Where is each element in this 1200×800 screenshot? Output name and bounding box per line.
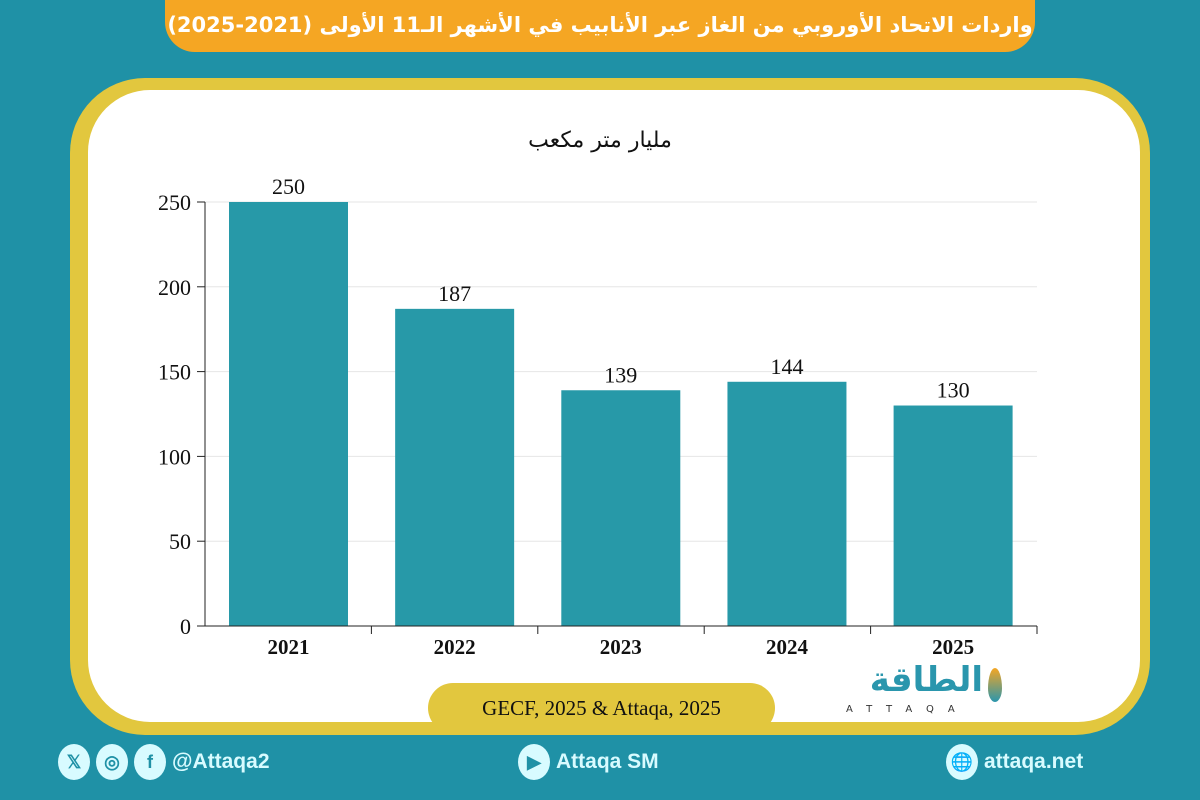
instagram-icon[interactable]: ◎ (96, 744, 128, 780)
x-tick-label: 2024 (766, 635, 809, 659)
logo-latin: ATTAQA (846, 704, 969, 715)
bar-2024 (727, 381, 847, 626)
y-tick-label: 150 (158, 360, 191, 385)
youtube-icon[interactable]: ▶ (518, 744, 550, 780)
social-handle[interactable]: @Attaqa2 (172, 750, 270, 773)
chart-title: واردات الاتحاد الأوروبي من الغاز عبر الأ… (167, 13, 1033, 37)
attaqa-logo: الطاقة ATTAQA (838, 660, 1008, 720)
social-links: 𝕏 ◎ f @Attaqa2 (58, 742, 270, 782)
y-tick-label: 0 (180, 614, 191, 639)
y-tick-label: 50 (169, 529, 191, 554)
y-unit-label: مليار متر مكعب (528, 128, 672, 153)
website-text[interactable]: attaqa.net (984, 750, 1084, 773)
y-tick-label: 200 (158, 275, 191, 300)
data-label: 130 (937, 378, 970, 403)
x-icon[interactable]: 𝕏 (58, 744, 90, 780)
x-tick-label: 2025 (932, 635, 974, 659)
source-label: GECF, 2025 & Attaqa, 2025 (428, 683, 775, 733)
bar-2025 (893, 405, 1013, 626)
data-label: 139 (604, 362, 637, 387)
y-tick-label: 250 (158, 190, 191, 215)
data-label: 187 (438, 281, 471, 306)
bar-2023 (561, 390, 681, 626)
data-label: 144 (770, 354, 803, 379)
data-label: 250 (272, 174, 305, 199)
drop-icon (988, 668, 1002, 702)
x-tick-label: 2022 (434, 635, 476, 659)
youtube-link: ▶ Attaqa SM (518, 742, 659, 782)
chart-title-banner: واردات الاتحاد الأوروبي من الغاز عبر الأ… (165, 0, 1035, 52)
source-text: GECF, 2025 & Attaqa, 2025 (482, 695, 721, 720)
facebook-icon[interactable]: f (134, 744, 166, 780)
globe-icon[interactable]: 🌐 (946, 744, 978, 780)
bar-2022 (395, 308, 515, 626)
x-tick-label: 2023 (600, 635, 642, 659)
logo-arabic: الطاقة (869, 660, 983, 700)
website-link: 🌐 attaqa.net (946, 742, 1083, 782)
x-tick-label: 2021 (268, 635, 310, 659)
youtube-handle[interactable]: Attaqa SM (556, 750, 659, 773)
y-tick-label: 100 (158, 444, 191, 469)
bar-2021 (229, 202, 348, 626)
